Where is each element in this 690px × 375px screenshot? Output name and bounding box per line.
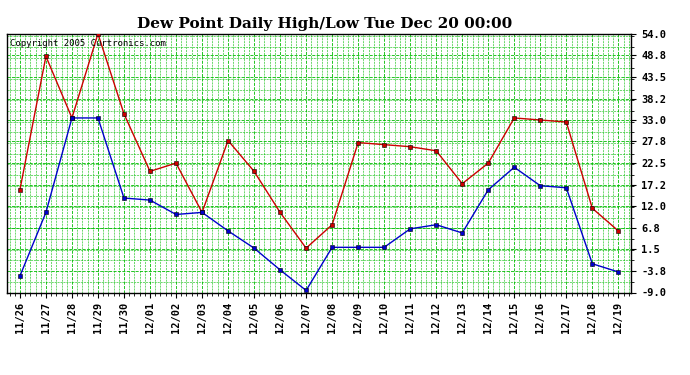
Text: Dew Point Daily High/Low Tue Dec 20 00:00: Dew Point Daily High/Low Tue Dec 20 00:0… (137, 17, 512, 31)
Text: Copyright 2005 Curtronics.com: Copyright 2005 Curtronics.com (10, 39, 166, 48)
